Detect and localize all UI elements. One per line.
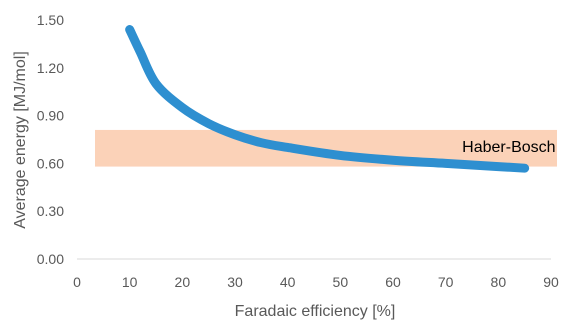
axis-layer: 0 10 20 30 40 50 60 70 80 90 0.00 0.30 0.60 0.90 1.20 1… xyxy=(37,12,559,290)
y-tick-label: 0.30 xyxy=(37,203,64,219)
x-tick-label: 90 xyxy=(543,274,559,290)
x-tick-label: 30 xyxy=(227,274,243,290)
x-tick-label: 80 xyxy=(491,274,507,290)
series-layer xyxy=(125,25,530,173)
y-tick-label: 1.50 xyxy=(37,12,64,28)
x-axis-title: Faradaic efficiency [%] xyxy=(235,303,396,320)
band-layer xyxy=(95,129,557,167)
y-tick-label: 0.90 xyxy=(37,108,64,124)
x-tick-label: 40 xyxy=(280,274,296,290)
x-tick-label: 50 xyxy=(333,274,349,290)
x-tick-label: 10 xyxy=(122,274,138,290)
x-tick-label: 60 xyxy=(385,274,401,290)
haber-bosch-band xyxy=(95,129,557,167)
energy-curve-line xyxy=(125,25,530,173)
x-tick-label: 0 xyxy=(73,274,81,290)
y-tick-label: 0.60 xyxy=(37,155,64,171)
x-tick-label: 70 xyxy=(438,274,454,290)
band-label: Haber-Bosch xyxy=(462,139,555,156)
y-tick-label: 0.00 xyxy=(37,251,64,267)
x-tick-label: 20 xyxy=(175,274,191,290)
y-tick-label: 1.20 xyxy=(37,60,64,76)
y-axis-title: Average energy [MJ/mol] xyxy=(12,51,29,229)
label-layer: Haber-Bosch xyxy=(462,139,555,156)
